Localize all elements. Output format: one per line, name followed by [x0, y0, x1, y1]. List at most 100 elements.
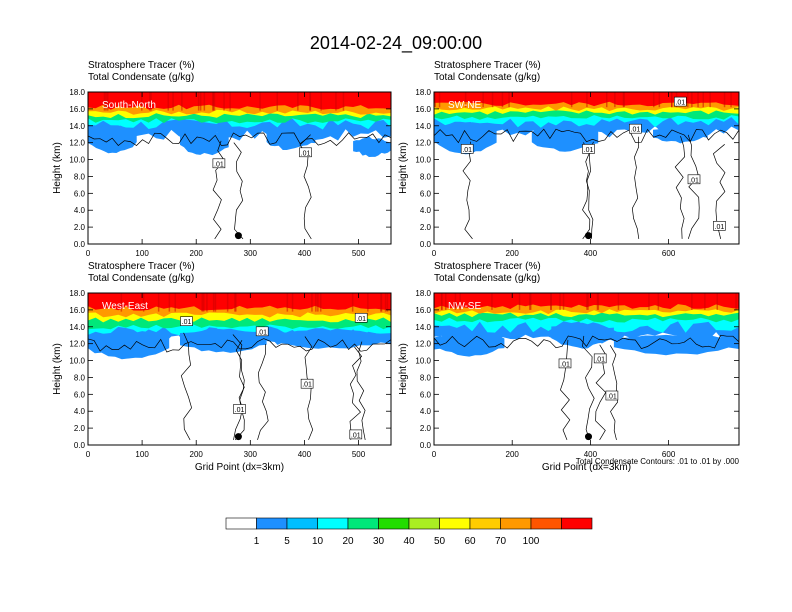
- contour-label-box: [582, 144, 595, 154]
- tracer-streak: [648, 293, 650, 310]
- colorbar-swatch: [347, 517, 379, 530]
- tracer-streak: [438, 92, 441, 108]
- condensate-patch: [88, 330, 170, 360]
- panels-group: Stratosphere Tracer (%)Total Condensate …: [52, 60, 740, 473]
- tracer-streak: [149, 92, 151, 111]
- y-tick-label: 0.0: [74, 240, 86, 249]
- contour-label-box: [460, 144, 474, 154]
- y-tick-label: 16.0: [415, 105, 431, 114]
- tracer-streak: [342, 92, 345, 111]
- x-tick-label: 400: [298, 450, 312, 459]
- tracer-streak: [491, 293, 493, 310]
- y-tick-label: 0.0: [74, 441, 86, 450]
- condensate-patch: [266, 329, 391, 349]
- y-tick-label: 18.0: [415, 289, 431, 298]
- tracer-streak: [550, 293, 552, 310]
- y-tick-label: 8.0: [420, 373, 432, 382]
- tracer-streak: [586, 293, 588, 310]
- contour-label: .01: [689, 177, 699, 184]
- colorbar-label: 10: [312, 536, 324, 547]
- tracer-streak: [657, 293, 660, 310]
- contour-label: .01: [715, 224, 725, 231]
- contour-line: [232, 334, 245, 440]
- x-tick-label: 600: [662, 450, 676, 459]
- y-tick-label: 18.0: [415, 88, 431, 97]
- tracer-streak: [596, 293, 599, 310]
- y-tick-label: 10.0: [415, 357, 431, 366]
- y-tick-label: 16.0: [69, 306, 85, 315]
- colorbar-swatch: [469, 517, 501, 530]
- location-marker: [234, 232, 242, 240]
- tracer-streak: [226, 293, 229, 312]
- condensate-patch: [434, 121, 497, 155]
- contour-line: [674, 135, 686, 239]
- tracer-streak: [206, 293, 208, 312]
- contour-label: .01: [607, 394, 617, 401]
- tracer-streak: [687, 92, 689, 108]
- contour-line: [462, 141, 473, 240]
- y-tick-label: 6.0: [74, 390, 86, 399]
- contour-label-box: [255, 326, 269, 337]
- y-tick-label: 14.0: [415, 323, 431, 332]
- tracer-streak: [697, 92, 699, 108]
- tracer-streak: [501, 92, 504, 108]
- y-tick-label: 2.0: [420, 424, 432, 433]
- contour-line: [212, 140, 225, 240]
- tracer-streak: [459, 293, 461, 310]
- tracer-streak: [454, 293, 457, 310]
- y-tick-label: 18.0: [69, 289, 85, 298]
- tracer-streak: [199, 92, 202, 111]
- plot-area: .01 .01 .01 .01 .01 .01: [434, 92, 739, 244]
- tracer-streak: [709, 92, 711, 108]
- y-tick-label: 18.0: [69, 88, 85, 97]
- colorbar-swatch: [500, 517, 532, 530]
- tracer-streak: [223, 92, 225, 111]
- contour-label-box: [300, 378, 314, 389]
- contour-label-box: [558, 358, 572, 369]
- contour-label-box: [233, 404, 246, 414]
- colorbar-label: 20: [342, 536, 354, 547]
- y-tick-label: 4.0: [420, 206, 432, 215]
- y-tick-label: 6.0: [420, 189, 432, 198]
- condensate-patch: [653, 124, 708, 144]
- tracer-streak: [197, 92, 200, 111]
- y-tick-label: 12.0: [69, 139, 85, 148]
- x-tick-label: 200: [190, 450, 204, 459]
- contour-label: .01: [631, 127, 641, 134]
- y-tick-label: 2.0: [74, 424, 86, 433]
- contour-label-box: [354, 312, 368, 323]
- y-tick-label: 4.0: [420, 407, 432, 416]
- y-tick-label: 2.0: [420, 223, 432, 232]
- contour-line: [582, 141, 594, 240]
- contour-line: [434, 334, 739, 350]
- y-tick-label: 6.0: [74, 189, 86, 198]
- x-axis-label: Grid Point (dx=3km): [195, 462, 284, 473]
- colorbar-swatch: [225, 517, 257, 530]
- panel-label: NW-SE: [448, 301, 481, 312]
- tracer-streak: [606, 92, 608, 108]
- tracer-streak: [653, 92, 655, 108]
- tracer-streak: [167, 92, 169, 111]
- tracer-streak: [172, 92, 174, 111]
- colorbar-swatch: [378, 517, 410, 530]
- tracer-streak: [286, 293, 289, 312]
- condensate-patch: [180, 130, 229, 156]
- tracer-streak: [105, 92, 107, 111]
- contour-label-box: [605, 390, 619, 401]
- tracer-streak: [518, 293, 521, 310]
- x-tick-label: 0: [86, 450, 91, 459]
- condensate-patch: [551, 322, 614, 349]
- colorbar-swatch: [256, 517, 288, 530]
- tracer-streak: [491, 92, 494, 108]
- tracer-streak: [658, 92, 661, 108]
- layer-red: [88, 92, 391, 110]
- x-tick-label: 0: [432, 249, 437, 258]
- tracer-streak: [317, 293, 319, 312]
- tracer-streak: [107, 92, 109, 111]
- y-axis-label: Height (km): [398, 343, 409, 395]
- tracer-streak: [671, 92, 673, 108]
- panel-label: SW-NE: [448, 100, 481, 111]
- colorbar-label: 100: [523, 536, 540, 547]
- panel-west-east: Stratosphere Tracer (%)Total Condensate …: [52, 261, 392, 473]
- tracer-streak: [235, 293, 237, 312]
